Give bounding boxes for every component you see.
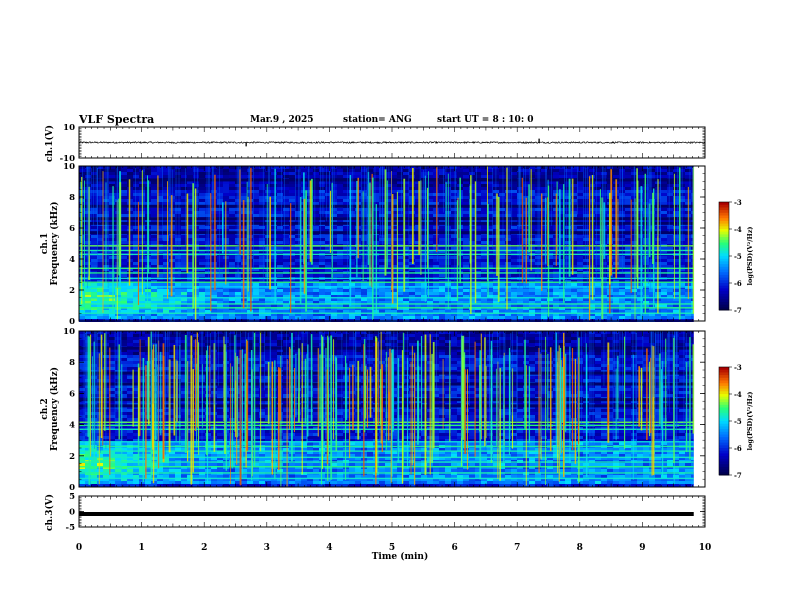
xtick-10: 10: [699, 543, 712, 553]
ch1-waveform-trace: [78, 140, 706, 145]
ch1-spectrogram-colorbar: -3 -4 -5 -6 -7 log(PSD)(V²/Hz): [718, 198, 754, 315]
xtick-3: 3: [264, 543, 270, 553]
xtick-5: 5: [389, 543, 395, 553]
ch2-spectrogram-ylabel: ch.2 Frequency (kHz): [40, 367, 60, 451]
1-ytick-5: 10: [63, 162, 75, 172]
xtick-1: 1: [138, 543, 144, 553]
0-ytick-0: 10: [63, 123, 75, 133]
2-ytick-0: 0: [69, 483, 75, 493]
ch1-spectrogram-ylabel: ch.1 Frequency (kHz): [40, 201, 60, 285]
1-ytick-2: 4: [69, 255, 75, 265]
2-ytick-3: 6: [69, 389, 75, 399]
2-ytick-2: 4: [69, 421, 75, 431]
3-ytick-2: -5: [66, 523, 76, 533]
svg-text:ch.1(V): ch.1(V): [44, 125, 55, 162]
ch1-waveform-ylabel: ch.1(V): [44, 125, 55, 162]
ch1-spectrogram-cb-tick-0: -3: [734, 198, 742, 207]
ch1-spectrogram-image: [78, 166, 705, 322]
ch1-spectrogram-cb-tick-3: -6: [734, 279, 742, 288]
1-ytick-1: 2: [69, 286, 75, 296]
xtick-6: 6: [451, 543, 457, 553]
2-ytick-5: 10: [63, 327, 75, 337]
ch1-spectrogram-cb-tick-4: -7: [734, 306, 742, 315]
ch3-waveform-ylabel: ch.3(V): [44, 494, 55, 531]
ch2-spectrogram-colorbar: -3 -4 -5 -6 -7 log(PSD)(V²/Hz): [718, 363, 754, 480]
ch2-spectrogram-cb-label: log(PSD)(V²/Hz): [746, 392, 754, 451]
2-ytick-1: 2: [69, 452, 75, 462]
xtick-8: 8: [577, 543, 583, 553]
1-ytick-3: 6: [69, 224, 75, 234]
xtick-9: 9: [639, 543, 645, 553]
ch2-spectrogram-cb-tick-0: -3: [734, 363, 742, 372]
ch2-spectrogram-cb-tick-2: -5: [734, 417, 742, 426]
station-label: station= ANG: [343, 115, 412, 125]
ch2-spectrogram-cb-tick-3: -6: [734, 444, 742, 453]
xtick-7: 7: [514, 543, 520, 553]
ch2-spectrogram-cb-tick-1: -4: [734, 390, 742, 399]
xtick-0: 0: [76, 543, 82, 553]
ch1-spectrogram-cb-tick-1: -4: [734, 225, 742, 234]
3-ytick-1: 0: [69, 508, 75, 518]
ch2-spectrogram-image: [79, 331, 705, 487]
start-time-label: start UT = 8 : 10: 0: [437, 115, 534, 125]
chart-title: VLF Spectra: [79, 113, 155, 126]
3-ytick-0: 5: [69, 492, 75, 502]
0-ytick-1: -10: [60, 154, 75, 164]
ch1-spectrogram-cb-label: log(PSD)(V²/Hz): [746, 227, 754, 286]
xtick-2: 2: [201, 543, 207, 553]
ch2-spectrogram-cb-tick-4: -7: [734, 471, 742, 480]
1-ytick-0: 0: [69, 317, 75, 327]
1-ytick-4: 8: [69, 193, 75, 203]
x-axis-label: Time (min): [372, 551, 429, 562]
date-label: Mar.9 , 2025: [250, 115, 314, 125]
2-ytick-4: 8: [69, 358, 75, 368]
ch1-spectrogram-cb-tick-2: -5: [734, 252, 742, 261]
xtick-4: 4: [326, 543, 332, 553]
